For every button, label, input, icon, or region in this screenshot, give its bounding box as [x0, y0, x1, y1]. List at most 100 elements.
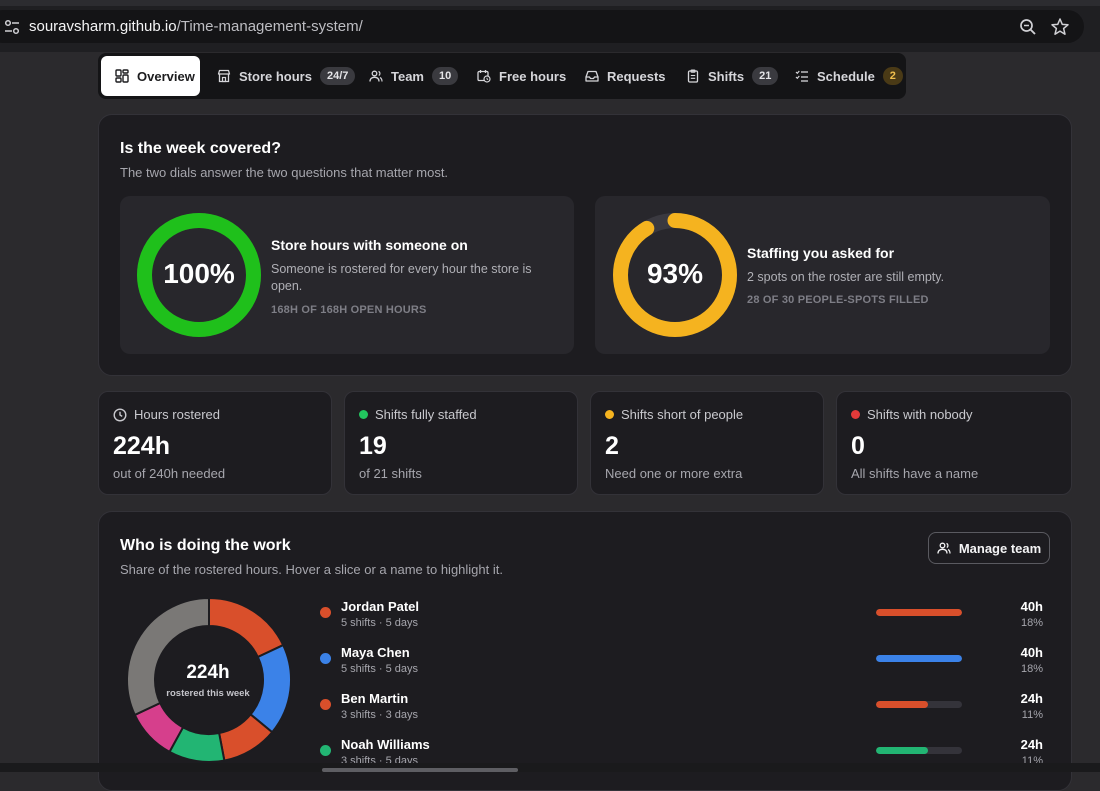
address-bar[interactable]: souravsharm.github.io/Time-management-sy… [0, 10, 1084, 43]
person-hours-bar [876, 747, 962, 754]
tab-free-hours[interactable]: Free hours [463, 56, 580, 96]
person-hours: 40h [1020, 645, 1043, 660]
tab-team[interactable]: Team 10 [355, 56, 472, 96]
manage-team-button[interactable]: Manage team [928, 532, 1050, 564]
stat-label-row: Shifts with nobody [851, 407, 973, 422]
person-color-dot [320, 607, 331, 618]
donut-center-value: 224h [186, 662, 230, 683]
main-tabs: Overview Store hours 24/7 Team 10 Free h… [98, 53, 906, 99]
coverage-subtitle: The two dials answer the two questions t… [120, 165, 449, 180]
horizontal-scrollbar-thumb[interactable] [322, 768, 518, 772]
tab-badge: 2 [882, 67, 903, 85]
work-subtitle: Share of the rostered hours. Hover a sli… [120, 562, 503, 577]
tab-label: Free hours [499, 68, 567, 84]
url-host: souravsharm.github.io [29, 18, 177, 35]
inbox-icon [585, 70, 599, 82]
staff-dial-title: Staffing you asked for [747, 245, 895, 261]
person-share: 11% [1021, 709, 1043, 721]
staff-dial-value: 93% [646, 258, 704, 289]
coverage-title: Is the week covered? [120, 140, 281, 157]
tab-label: Schedule [817, 68, 875, 84]
status-dot [605, 410, 614, 419]
url-path: /Time-management-system/ [176, 18, 363, 35]
store-dial-arc [137, 213, 261, 337]
tab-badge: 21 [752, 67, 779, 85]
status-dot [359, 410, 368, 419]
stat-label: Shifts short of people [621, 407, 744, 422]
person-color-dot [320, 745, 331, 756]
stat-shifts-with-nobody: Shifts with nobody 0 All shifts have a n… [836, 391, 1072, 495]
person-hours-bar-fill [876, 747, 928, 754]
stat-shifts-fully-staffed: Shifts fully staffed 19 of 21 shifts [344, 391, 578, 495]
clipboard-icon [687, 69, 699, 83]
person-name: Maya Chen [341, 645, 410, 660]
person-color-dot [320, 653, 331, 664]
store-dial-title: Store hours with someone on [271, 237, 468, 253]
tab-schedule[interactable]: Schedule 2 [781, 56, 917, 96]
store-hours-dial [137, 213, 261, 337]
dashboard-icon [115, 69, 129, 83]
tab-shifts[interactable]: Shifts 21 [672, 56, 792, 96]
person-hours-bar [876, 701, 962, 708]
users-icon [369, 70, 383, 82]
staff-dial-arc [613, 213, 737, 337]
zoom-icon[interactable] [1018, 17, 1038, 37]
bookmark-star-icon[interactable] [1050, 17, 1070, 37]
url-text[interactable]: souravsharm.github.io/Time-management-sy… [29, 18, 363, 35]
tab-label: Store hours [239, 68, 312, 84]
tab-badge: 10 [432, 67, 459, 85]
stat-sub: of 21 shifts [359, 466, 422, 481]
horizontal-scrollbar-track [0, 763, 1100, 772]
status-dot [851, 410, 860, 419]
person-row-jordan-patel[interactable]: Jordan Patel 5 shifts · 5 days 40h 18% [318, 599, 1048, 639]
person-hours: 24h [1020, 691, 1043, 706]
person-row-maya-chen[interactable]: Maya Chen 5 shifts · 5 days 40h 18% [318, 645, 1048, 685]
users-icon [937, 542, 951, 554]
person-hours-bar [876, 609, 962, 616]
stat-sub: Need one or more extra [605, 466, 743, 481]
person-hours-bar [876, 655, 962, 662]
stat-sub: All shifts have a name [851, 466, 979, 481]
person-hours-bar-fill [876, 701, 928, 708]
tab-requests[interactable]: Requests [571, 56, 680, 96]
staff-dial-meta: 28 OF 30 PEOPLE-SPOTS FILLED [747, 294, 929, 306]
person-row-ben-martin[interactable]: Ben Martin 3 shifts · 3 days 24h 11% [318, 691, 1048, 731]
store-dial-value: 100% [163, 258, 235, 289]
tab-label: Shifts [708, 68, 745, 84]
person-hours: 24h [1020, 737, 1043, 752]
stat-label-row: Shifts fully staffed [359, 407, 477, 422]
site-settings-icon[interactable] [4, 19, 20, 35]
stat-label-row: Shifts short of people [605, 407, 743, 422]
person-meta: 3 shifts · 3 days [341, 709, 419, 721]
browser-tab-strip [0, 0, 1100, 6]
hours-share-donut[interactable] [126, 597, 292, 763]
tab-label: Team [391, 68, 424, 84]
person-color-dot [320, 699, 331, 710]
checklist-icon [795, 70, 808, 82]
tab-badge: 24/7 [319, 67, 356, 85]
stat-value: 19 [359, 432, 387, 460]
tab-label: Requests [607, 68, 666, 84]
tab-store-hours[interactable]: Store hours 24/7 [203, 56, 369, 96]
person-meta: 5 shifts · 5 days [341, 617, 419, 629]
donut-slice-5[interactable] [126, 597, 210, 717]
stat-label: Shifts fully staffed [375, 407, 477, 422]
store-dial-desc: Someone is rostered for every hour the s… [271, 262, 532, 293]
staff-dial-desc: 2 spots on the roster are still empty. [747, 270, 945, 284]
calendar-clock-icon [477, 70, 491, 83]
donut-center-label: rostered this week [166, 688, 250, 699]
person-hours-bar-fill [876, 609, 962, 616]
browser-toolbar: souravsharm.github.io/Time-management-sy… [0, 0, 1100, 52]
stat-hours-rostered: Hours rostered 224h out of 240h needed [98, 391, 332, 495]
person-name: Noah Williams [341, 737, 430, 752]
stat-shifts-short: Shifts short of people 2 Need one or mor… [590, 391, 824, 495]
tab-label: Overview [137, 68, 195, 84]
work-title: Who is doing the work [120, 537, 291, 554]
tab-overview[interactable]: Overview [101, 56, 200, 96]
stat-label-row: Hours rostered [113, 407, 220, 422]
person-name: Ben Martin [341, 691, 409, 706]
stat-label: Shifts with nobody [867, 407, 973, 422]
stat-value: 0 [851, 432, 865, 460]
stat-label: Hours rostered [134, 407, 220, 422]
person-meta: 5 shifts · 5 days [341, 663, 419, 675]
